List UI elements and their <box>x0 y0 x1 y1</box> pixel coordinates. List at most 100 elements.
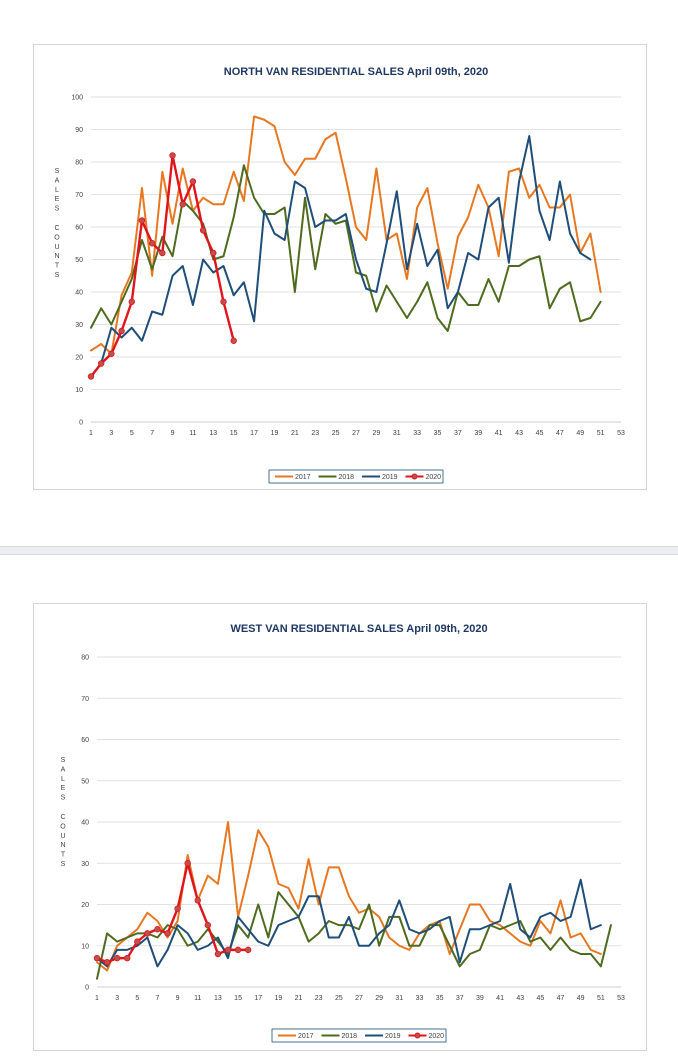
legend-label-2020: 2020 <box>426 474 442 481</box>
series-point-2020 <box>189 178 197 185</box>
series-point-2020 <box>184 860 191 867</box>
y-axis-label-letter: S <box>61 795 66 802</box>
x-tick-label: 29 <box>372 430 380 437</box>
y-axis-label-letter: U <box>54 244 59 251</box>
y-tick-label: 80 <box>81 655 89 662</box>
series-point-2020 <box>148 240 156 247</box>
chart-legend: 2017 2018 2019 2020 <box>268 469 444 484</box>
x-tick-label: 49 <box>576 430 584 437</box>
x-tick-label: 21 <box>291 430 299 437</box>
y-axis-label-letter: L <box>61 776 65 783</box>
series-point-2020 <box>244 946 252 954</box>
y-axis-label-letter: A <box>55 177 60 184</box>
series-line-2017 <box>96 821 602 972</box>
x-tick-label: 9 <box>176 995 180 1002</box>
legend-border <box>268 469 444 484</box>
x-tick-label: 1 <box>95 995 99 1002</box>
y-tick-label: 10 <box>81 943 89 950</box>
series-point-2020 <box>224 946 232 954</box>
x-tick-label: 11 <box>194 995 201 1002</box>
x-tick-label: 53 <box>617 430 625 437</box>
series-line-2019 <box>96 878 602 968</box>
series-point-2020 <box>108 350 115 357</box>
series-point-2020 <box>194 897 201 904</box>
x-tick-label: 5 <box>135 995 139 1002</box>
y-axis-label-letter: C <box>54 225 59 232</box>
x-tick-label: 31 <box>393 430 401 437</box>
y-axis-label-letter: E <box>55 196 60 203</box>
x-tick-label: 7 <box>156 995 160 1002</box>
legend-label-2020: 2020 <box>429 1033 445 1040</box>
x-tick-label: 35 <box>434 430 442 437</box>
x-tick-label: 5 <box>130 430 134 437</box>
x-tick-label: 37 <box>456 995 464 1002</box>
legend-label-2019: 2019 <box>385 1033 401 1040</box>
series-point-2020 <box>144 930 151 937</box>
x-tick-label: 33 <box>416 995 424 1002</box>
y-tick-label: 0 <box>85 985 89 992</box>
legend-label-2018: 2018 <box>339 474 355 481</box>
y-tick-label: 40 <box>75 290 83 297</box>
series-point-2020 <box>234 946 242 954</box>
x-tick-label: 19 <box>271 430 279 437</box>
y-tick-label: 30 <box>81 861 89 868</box>
y-tick-label: 100 <box>71 95 83 102</box>
x-tick-label: 7 <box>150 430 154 437</box>
x-tick-label: 17 <box>250 430 258 437</box>
series-line-2020 <box>95 862 250 964</box>
legend-label-2017: 2017 <box>295 474 311 481</box>
y-axis-label-letter: S <box>55 168 60 175</box>
x-tick-label: 41 <box>495 430 503 437</box>
series-point-2020 <box>138 217 146 224</box>
x-tick-label: 27 <box>352 430 360 437</box>
series-point-2020 <box>169 152 176 159</box>
x-tick-label: 39 <box>476 995 484 1002</box>
chart-legend: 2017 2018 2019 2020 <box>271 1028 447 1043</box>
series-point-2020 <box>179 201 186 208</box>
series-point-2020 <box>199 227 207 234</box>
y-tick-label: 50 <box>75 257 83 264</box>
x-tick-label: 47 <box>557 995 565 1002</box>
legend-border <box>271 1028 447 1043</box>
series-point-2020 <box>174 905 181 912</box>
x-tick-label: 27 <box>355 995 363 1002</box>
x-tick-label: 21 <box>295 995 303 1002</box>
x-tick-label: 23 <box>315 995 323 1002</box>
x-tick-label: 47 <box>556 430 564 437</box>
x-tick-label: 45 <box>536 430 544 437</box>
x-tick-label: 13 <box>214 995 222 1002</box>
series-point-2020 <box>214 950 222 958</box>
series-point-2020 <box>164 930 171 937</box>
y-axis-label-letter: C <box>60 814 65 821</box>
series-point-2020 <box>210 249 217 257</box>
series-point-2020 <box>113 954 121 962</box>
x-tick-label: 9 <box>171 430 175 437</box>
x-tick-label: 13 <box>209 430 217 437</box>
page-divider <box>0 546 678 555</box>
x-tick-label: 3 <box>115 995 119 1002</box>
y-axis-label-letter: O <box>54 234 60 241</box>
x-tick-label: 23 <box>311 430 319 437</box>
x-tick-label: 25 <box>335 995 343 1002</box>
legend-marker-2020 <box>414 1032 421 1039</box>
west-van-chart-panel: WEST VAN RESIDENTIAL SALES April 09th, 2… <box>33 603 647 1051</box>
series-line-2018 <box>90 164 602 332</box>
x-tick-label: 43 <box>515 430 523 437</box>
series-point-2020 <box>97 360 105 367</box>
y-axis-label-letter: N <box>60 842 65 849</box>
series-point-2020 <box>204 921 212 929</box>
series-point-2020 <box>93 954 101 962</box>
series-point-2020 <box>128 298 135 305</box>
y-tick-label: 20 <box>75 355 83 362</box>
west-van-chart: WEST VAN RESIDENTIAL SALES April 09th, 2… <box>60 623 625 1043</box>
series-point-2020 <box>134 938 141 945</box>
series-point-2020 <box>159 249 166 257</box>
series-line-2017 <box>90 115 602 355</box>
x-tick-label: 51 <box>597 430 605 437</box>
series-point-2020 <box>154 926 161 933</box>
y-tick-label: 50 <box>81 778 89 785</box>
north-van-chart: NORTH VAN RESIDENTIAL SALES April 09th, … <box>54 66 625 484</box>
y-tick-label: 40 <box>81 820 89 827</box>
